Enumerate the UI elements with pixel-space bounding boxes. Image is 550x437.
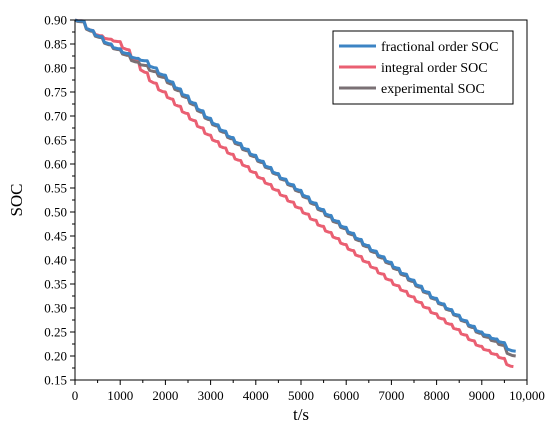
y-tick-label: 0.35 (44, 277, 67, 292)
y-axis: 0.15 0.20 0.25 0.30 0.35 0.40 0.45 0.50 0.55 0.60… (44, 13, 75, 388)
legend-label: experimental SOC (381, 82, 485, 97)
y-tick-label: 0.65 (44, 133, 67, 148)
y-tick-label: 0.20 (44, 349, 67, 364)
legend: fractional order SOC integral order SOC ex… (332, 30, 514, 105)
x-tick-label: 0 (72, 388, 79, 403)
x-tick-label: 9000 (469, 388, 495, 403)
y-tick-label: 0.40 (44, 253, 67, 268)
x-tick-label: 1000 (107, 388, 133, 403)
y-tick-label: 0.75 (44, 85, 67, 100)
x-tick-label: 10,000 (509, 388, 545, 403)
legend-label: fractional order SOC (381, 40, 498, 55)
plot-lines (74, 18, 516, 369)
series-line-0 (74, 18, 516, 353)
y-tick-label: 0.60 (44, 157, 67, 172)
x-tick-label: 6000 (333, 388, 359, 403)
x-tick-label: 3000 (198, 388, 224, 403)
y-tick-label: 0.85 (44, 37, 67, 52)
x-tick-label: 4000 (243, 388, 269, 403)
x-tick-label: 8000 (424, 388, 450, 403)
y-tick-label: 0.80 (44, 61, 67, 76)
y-tick-label: 0.15 (44, 373, 67, 388)
y-axis-title: SOC (7, 183, 26, 216)
y-tick-label: 0.50 (44, 205, 67, 220)
series-line-1 (74, 18, 514, 369)
x-axis: 0 1000 2000 3000 4000 5000 6000 7000 8000 9000 10,… (72, 380, 545, 403)
y-tick-label: 0.25 (44, 325, 67, 340)
y-tick-label: 0.90 (44, 13, 67, 28)
y-tick-label: 0.30 (44, 301, 67, 316)
legend-label: integral order SOC (381, 61, 488, 76)
y-tick-label: 0.55 (44, 181, 67, 196)
y-tick-label: 0.45 (44, 229, 67, 244)
y-tick-label: 0.70 (44, 109, 67, 124)
x-tick-label: 2000 (152, 388, 178, 403)
x-axis-title: t/s (293, 405, 309, 424)
x-tick-label: 7000 (378, 388, 404, 403)
x-tick-label: 5000 (288, 388, 314, 403)
